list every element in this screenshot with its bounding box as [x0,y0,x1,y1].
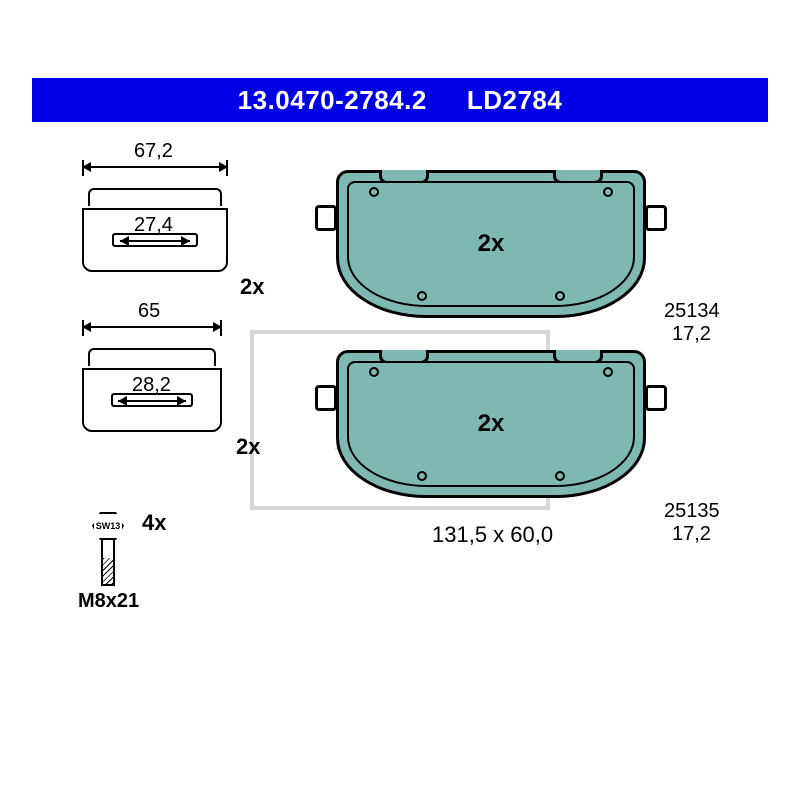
pad-dimensions: 131,5 x 60,0 [432,522,553,548]
diagram-content: Ate 67,2 27,4 2x 65 28,2 [32,122,768,718]
clip2-width-label: 65 [138,300,160,323]
part-code: LD2784 [467,85,563,116]
clip2-qty: 2x [236,434,260,460]
diagram-frame: 13.0470-2784.2 LD2784 Ate 67,2 27,4 2x [32,78,768,718]
pad-ear-icon [315,205,337,231]
pad2-ref: 25135 17,2 [664,500,768,546]
clip2-inner-label: 28,2 [132,374,171,397]
bolt: SW13 [92,512,124,540]
bolt-hex-size: SW13 [96,521,121,531]
pad2-thickness: 17,2 [672,523,711,545]
bolt-hex-icon: SW13 [92,512,124,540]
brake-pad-2: 2x [336,350,646,498]
bolt-qty: 4x [142,510,166,536]
clip-top [88,188,222,206]
pad-ear-icon [645,385,667,411]
pad-hole-icon [369,187,379,197]
bolt-shaft-icon [101,540,115,586]
bolt-spec: M8x21 [78,590,139,613]
pad-hole-icon [369,367,379,377]
pad-ear-icon [645,205,667,231]
pad-hole-icon [603,187,613,197]
pad2-ref-num: 25135 [664,500,720,522]
clip1-inner-label: 27,4 [134,214,173,237]
pad-hole-icon [417,291,427,301]
dim-tick [226,160,228,176]
dim-line-clip2-inner [118,400,186,402]
part-number: 13.0470-2784.2 [238,85,427,116]
dim-tick [82,320,84,336]
brake-pad-1: 2x [336,170,646,318]
pad-hole-icon [417,471,427,481]
header-bar: 13.0470-2784.2 LD2784 [32,78,768,122]
pad1-ref: 25134 17,2 [664,300,768,346]
dim-tick [220,320,222,336]
clip-top [88,348,216,366]
dim-line-clip1-width [82,166,228,168]
pad1-thickness: 17,2 [672,323,711,345]
pad1-qty: 2x [478,230,505,258]
clip-1: 67,2 27,4 [82,188,228,272]
clip1-width-label: 67,2 [134,140,173,163]
pad1-ref-num: 25134 [664,300,720,322]
clip-2: 65 28,2 [82,348,222,432]
dim-tick [82,160,84,176]
clip1-qty: 2x [240,274,264,300]
dim-line-clip2-width [82,326,222,328]
pad-ear-icon [315,385,337,411]
pad-hole-icon [555,471,565,481]
pad2-qty: 2x [478,410,505,438]
pad-hole-icon [555,291,565,301]
dim-line-clip1-inner [120,240,190,242]
pad-hole-icon [603,367,613,377]
